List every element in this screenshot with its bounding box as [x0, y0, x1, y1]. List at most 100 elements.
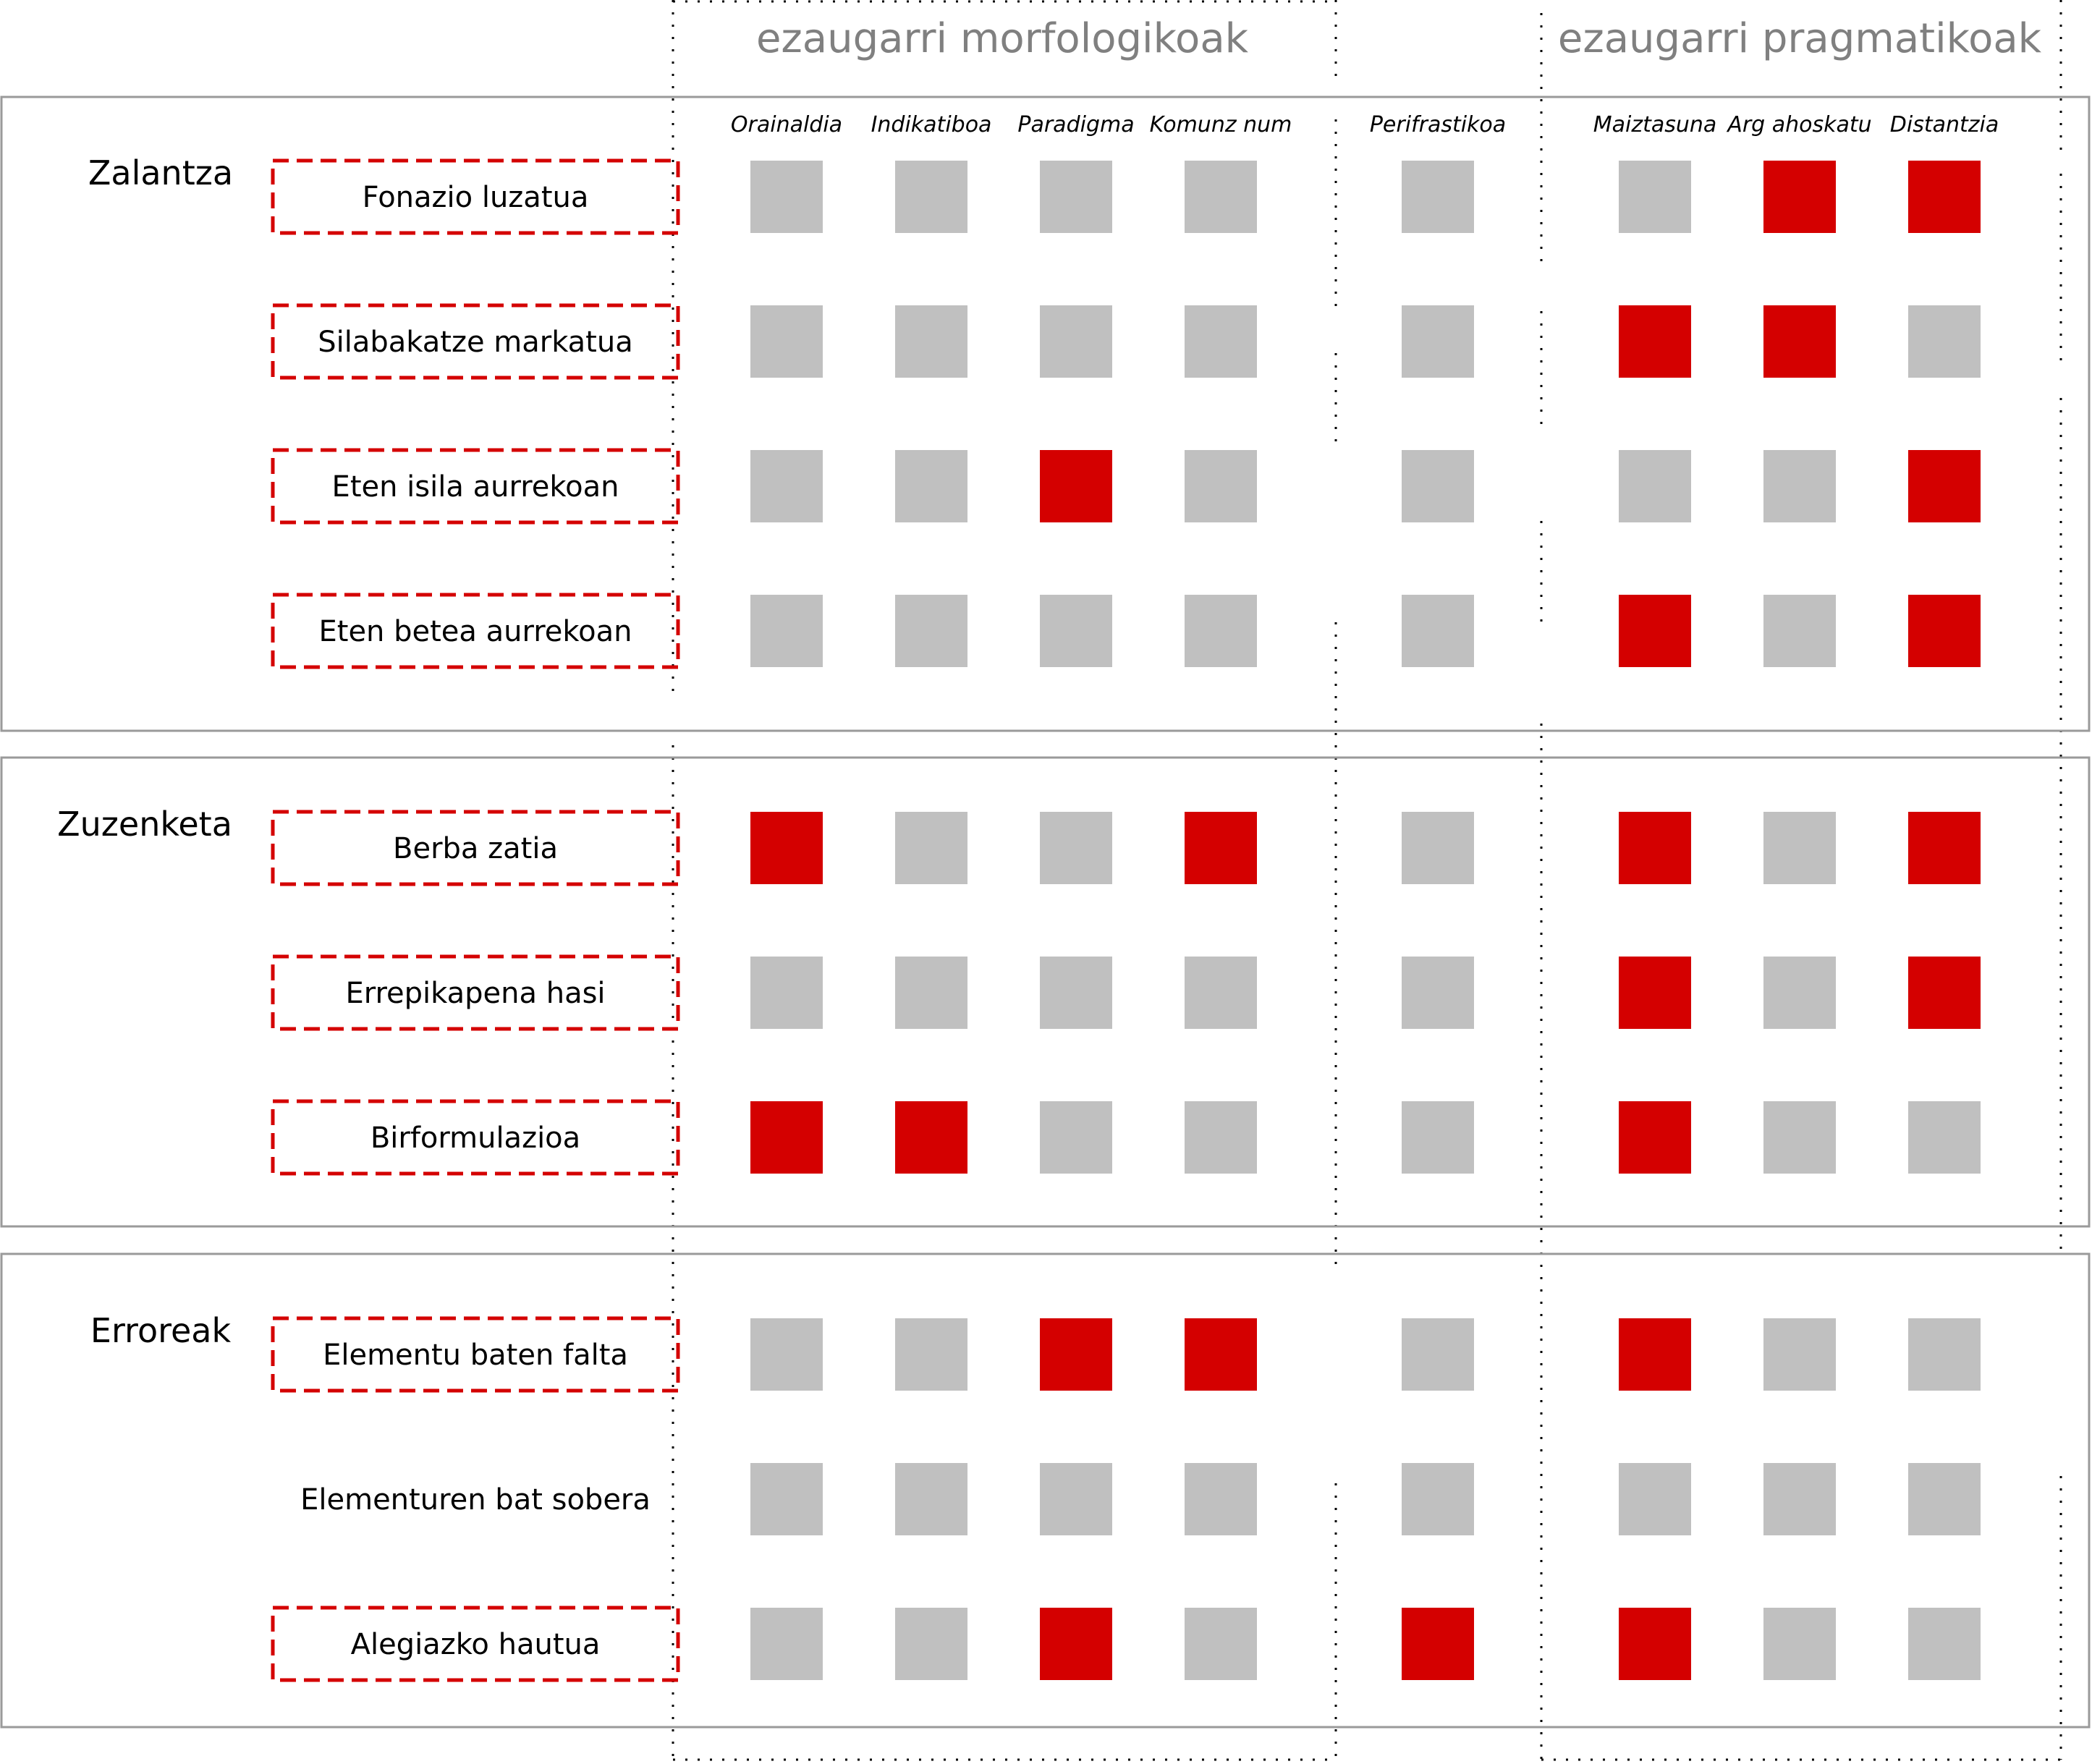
- group-title: ezaugarri pragmatikoak: [1558, 15, 2042, 62]
- column-label: Distantzia: [1890, 112, 1999, 137]
- section-box: [0, 756, 2091, 1228]
- column-label: Komunz num: [1150, 112, 1292, 137]
- cell-unmarked: [895, 957, 967, 1029]
- cell-marked: [1185, 1318, 1257, 1391]
- row-label: Eten isila aurrekoan: [332, 470, 619, 504]
- cell-unmarked: [1763, 812, 1836, 884]
- cell-unmarked: [1619, 450, 1691, 522]
- dashed-label-box: [271, 593, 680, 669]
- cell-marked: [1619, 812, 1691, 884]
- dashed-label-box: [271, 1099, 680, 1176]
- cell-unmarked: [750, 161, 823, 233]
- cell-marked: [1619, 957, 1691, 1029]
- cell-unmarked: [895, 1608, 967, 1680]
- cell-unmarked: [895, 161, 967, 233]
- column-label: Paradigma: [1017, 112, 1134, 137]
- cell-unmarked: [1185, 595, 1257, 667]
- row-label: Fonazio luzatua: [363, 181, 589, 214]
- cell-unmarked: [1908, 1318, 1981, 1391]
- section-box: [0, 1252, 2091, 1729]
- cell-unmarked: [1040, 1463, 1112, 1535]
- cell-unmarked: [1185, 1463, 1257, 1535]
- cell-unmarked: [750, 957, 823, 1029]
- cell-marked: [1619, 595, 1691, 667]
- cell-unmarked: [1908, 1463, 1981, 1535]
- cell-unmarked: [895, 595, 967, 667]
- cell-unmarked: [1040, 595, 1112, 667]
- cell-unmarked: [1040, 305, 1112, 378]
- cell-marked: [1619, 1608, 1691, 1680]
- section-label: Erroreak: [90, 1311, 232, 1350]
- dashed-label-box: [271, 448, 680, 525]
- cell-marked: [1402, 1608, 1474, 1680]
- cell-unmarked: [895, 1463, 967, 1535]
- cell-unmarked: [895, 1318, 967, 1391]
- cell-unmarked: [1619, 1463, 1691, 1535]
- cell-marked: [1763, 305, 1836, 378]
- column-label: Arg ahoskatu: [1726, 112, 1871, 137]
- row-label: Elementuren bat sobera: [300, 1483, 651, 1517]
- section-label: Zuzenketa: [57, 805, 232, 844]
- cell-unmarked: [750, 305, 823, 378]
- cell-unmarked: [1763, 1318, 1836, 1391]
- dashed-label-box: [271, 1316, 680, 1393]
- cell-marked: [1619, 305, 1691, 378]
- cell-unmarked: [1040, 812, 1112, 884]
- cell-unmarked: [1908, 305, 1981, 378]
- cell-marked: [1908, 450, 1981, 522]
- dashed-label-box: [271, 810, 680, 886]
- cell-unmarked: [1185, 450, 1257, 522]
- cell-marked: [750, 1101, 823, 1174]
- cell-unmarked: [750, 595, 823, 667]
- cell-unmarked: [895, 450, 967, 522]
- cell-unmarked: [895, 812, 967, 884]
- cell-unmarked: [1402, 161, 1474, 233]
- cell-marked: [1040, 1318, 1112, 1391]
- dashed-label-box: [271, 158, 680, 235]
- cell-unmarked: [750, 1318, 823, 1391]
- cell-marked: [895, 1101, 967, 1174]
- cell-unmarked: [1040, 161, 1112, 233]
- cell-unmarked: [1402, 1463, 1474, 1535]
- column-label: Indikatiboa: [871, 112, 992, 137]
- cell-marked: [1040, 450, 1112, 522]
- column-label: Maiztasuna: [1593, 112, 1717, 137]
- cell-marked: [1185, 812, 1257, 884]
- cell-marked: [1763, 161, 1836, 233]
- cell-unmarked: [1040, 957, 1112, 1029]
- cell-marked: [750, 812, 823, 884]
- row-label: Berba zatia: [393, 832, 558, 865]
- section-label: Zalantza: [88, 153, 233, 192]
- cell-marked: [1619, 1318, 1691, 1391]
- row-label: Birformulazioa: [370, 1121, 580, 1155]
- cell-unmarked: [1763, 450, 1836, 522]
- cell-unmarked: [750, 1608, 823, 1680]
- cell-unmarked: [895, 305, 967, 378]
- section-box: [0, 96, 2091, 732]
- row-label: Elementu baten falta: [323, 1339, 628, 1372]
- cell-unmarked: [1185, 1608, 1257, 1680]
- group-title: ezaugarri morfologikoak: [756, 15, 1249, 62]
- column-label: Perifrastikoa: [1370, 112, 1506, 137]
- cell-unmarked: [1185, 305, 1257, 378]
- cell-unmarked: [1619, 161, 1691, 233]
- cell-unmarked: [1185, 1101, 1257, 1174]
- column-label: Orainaldia: [731, 112, 842, 137]
- dashed-label-box: [271, 954, 680, 1031]
- cell-unmarked: [1763, 1608, 1836, 1680]
- cell-unmarked: [1908, 1608, 1981, 1680]
- row-label: Alegiazko hautua: [351, 1628, 601, 1661]
- cell-unmarked: [1402, 1101, 1474, 1174]
- cell-unmarked: [1763, 1101, 1836, 1174]
- cell-unmarked: [1402, 595, 1474, 667]
- cell-unmarked: [1763, 595, 1836, 667]
- cell-marked: [1908, 595, 1981, 667]
- cell-unmarked: [1040, 1101, 1112, 1174]
- cell-unmarked: [750, 450, 823, 522]
- row-label: Eten betea aurrekoan: [318, 615, 632, 648]
- cell-marked: [1908, 161, 1981, 233]
- dashed-label-box: [271, 1606, 680, 1682]
- cell-unmarked: [1185, 161, 1257, 233]
- cell-unmarked: [1402, 450, 1474, 522]
- cell-unmarked: [1763, 957, 1836, 1029]
